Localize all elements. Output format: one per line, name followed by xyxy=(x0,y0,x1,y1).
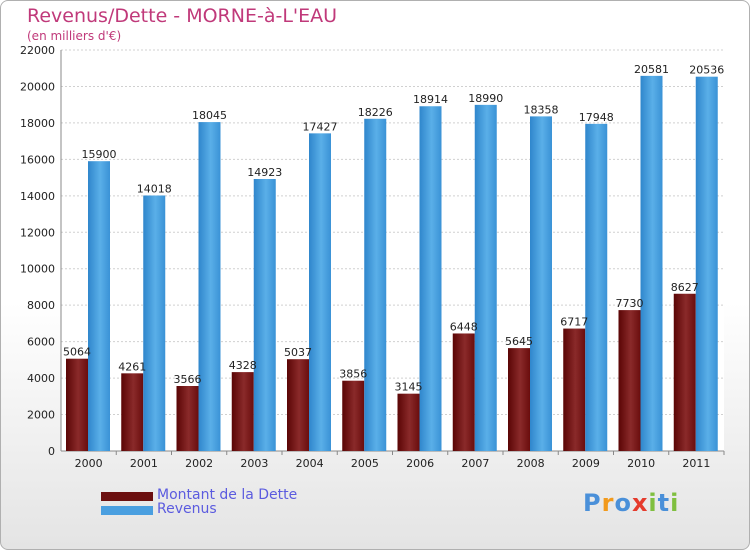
bar-revenus xyxy=(530,116,552,451)
data-label-dette: 7730 xyxy=(616,297,644,310)
x-tick-label: 2008 xyxy=(517,457,545,470)
logo-letter: o xyxy=(614,489,632,517)
data-labels: 5064 15900 4261 14018 3566 18045 4328 14923 5037… xyxy=(63,63,724,394)
plot-area xyxy=(61,50,724,451)
x-tick-label: 2009 xyxy=(572,457,600,470)
bar-dette xyxy=(231,372,254,451)
y-tick-label: 12000 xyxy=(20,226,55,239)
chart-title: Revenus/Dette - MORNE-à-L'EAU xyxy=(27,5,338,27)
bar-dette xyxy=(508,348,530,451)
data-label-dette: 4261 xyxy=(118,360,146,373)
bar-revenus xyxy=(309,133,331,451)
data-label-dette: 3145 xyxy=(395,381,423,394)
bar-revenus xyxy=(474,104,497,452)
x-tick-label: 2006 xyxy=(406,457,434,470)
grid-lines xyxy=(61,49,724,452)
legend-swatch-revenus xyxy=(101,506,153,515)
data-label-revenus: 18226 xyxy=(358,106,393,119)
y-tick-label: 6000 xyxy=(27,336,55,349)
data-label-revenus: 20536 xyxy=(689,64,724,77)
bar-revenus xyxy=(419,106,442,452)
bar-dette xyxy=(618,310,641,451)
axes: 0 2000 4000 6000 8000 10000 12000 14000 16000 180… xyxy=(20,44,725,470)
data-label-revenus: 17948 xyxy=(579,111,614,124)
y-tick-label: 10000 xyxy=(20,263,55,276)
bar-revenus xyxy=(198,122,221,451)
data-label-dette: 8627 xyxy=(671,281,699,294)
bar-dette xyxy=(342,380,365,451)
data-label-dette: 5064 xyxy=(63,346,91,359)
bar-dette xyxy=(563,328,586,451)
data-label-dette: 5645 xyxy=(505,335,533,348)
logo-letter: t xyxy=(657,489,671,517)
data-label-revenus: 17427 xyxy=(303,120,338,133)
x-tick-label: 2004 xyxy=(296,457,324,470)
x-tick-label: 2001 xyxy=(130,457,158,470)
x-tick-label: 2010 xyxy=(627,457,655,470)
legend-label-revenus: Revenus xyxy=(157,501,217,517)
bar-revenus xyxy=(253,178,276,451)
data-label-revenus: 20581 xyxy=(634,63,669,76)
bar-dette xyxy=(66,358,88,451)
logo-letter: i xyxy=(670,489,680,517)
chart-subtitle: (en milliers d'€) xyxy=(27,29,122,43)
bar-dette xyxy=(287,359,309,451)
bar-dette xyxy=(397,393,420,451)
data-label-revenus: 18045 xyxy=(192,109,227,122)
data-label-revenus: 18358 xyxy=(524,103,559,116)
y-tick-label: 4000 xyxy=(27,372,55,385)
bar-revenus xyxy=(364,118,387,451)
y-tick-label: 18000 xyxy=(20,117,55,130)
bar-revenus xyxy=(88,161,110,451)
y-tick-label: 2000 xyxy=(27,409,55,422)
data-label-dette: 4328 xyxy=(229,359,257,372)
data-label-revenus: 14018 xyxy=(137,182,172,195)
bar-dette xyxy=(176,386,199,451)
logo-letter: i xyxy=(648,489,658,517)
y-tick-label: 20000 xyxy=(20,80,55,93)
x-tick-label: 2003 xyxy=(240,457,268,470)
bar-revenus xyxy=(695,76,718,452)
bar-revenus xyxy=(143,195,166,451)
logo-letter: r xyxy=(601,489,615,517)
bar-dette xyxy=(121,373,144,451)
bars xyxy=(66,75,718,452)
data-label-dette: 5037 xyxy=(284,346,312,359)
data-label-revenus: 15900 xyxy=(82,148,117,161)
data-label-revenus: 14923 xyxy=(247,166,282,179)
proxiti-logo: Proxiti xyxy=(583,489,679,517)
bar-revenus xyxy=(640,75,663,451)
y-tick-label: 0 xyxy=(48,445,55,458)
x-tick-label: 2005 xyxy=(351,457,379,470)
bar-dette xyxy=(452,333,475,451)
logo-letter: x xyxy=(631,489,649,517)
data-label-dette: 3856 xyxy=(339,368,367,381)
data-label-revenus: 18990 xyxy=(468,92,503,105)
y-tick-label: 16000 xyxy=(20,153,55,166)
x-tick-label: 2007 xyxy=(461,457,489,470)
data-label-dette: 3566 xyxy=(174,373,202,386)
x-tick-label: 2000 xyxy=(75,457,103,470)
y-tick-label: 14000 xyxy=(20,190,55,203)
bar-dette xyxy=(673,293,696,451)
y-tick-label: 22000 xyxy=(20,44,55,57)
data-label-dette: 6448 xyxy=(450,320,478,333)
data-label-revenus: 18914 xyxy=(413,93,448,106)
logo-letter: P xyxy=(583,489,602,517)
data-label-dette: 6717 xyxy=(560,316,588,329)
bar-revenus xyxy=(585,123,608,452)
y-tick-label: 8000 xyxy=(27,299,55,312)
x-tick-label: 2011 xyxy=(682,457,710,470)
legend-swatch-debt xyxy=(101,492,153,501)
x-tick-label: 2002 xyxy=(185,457,213,470)
legend-label-debt: Montant de la Dette xyxy=(157,487,298,503)
